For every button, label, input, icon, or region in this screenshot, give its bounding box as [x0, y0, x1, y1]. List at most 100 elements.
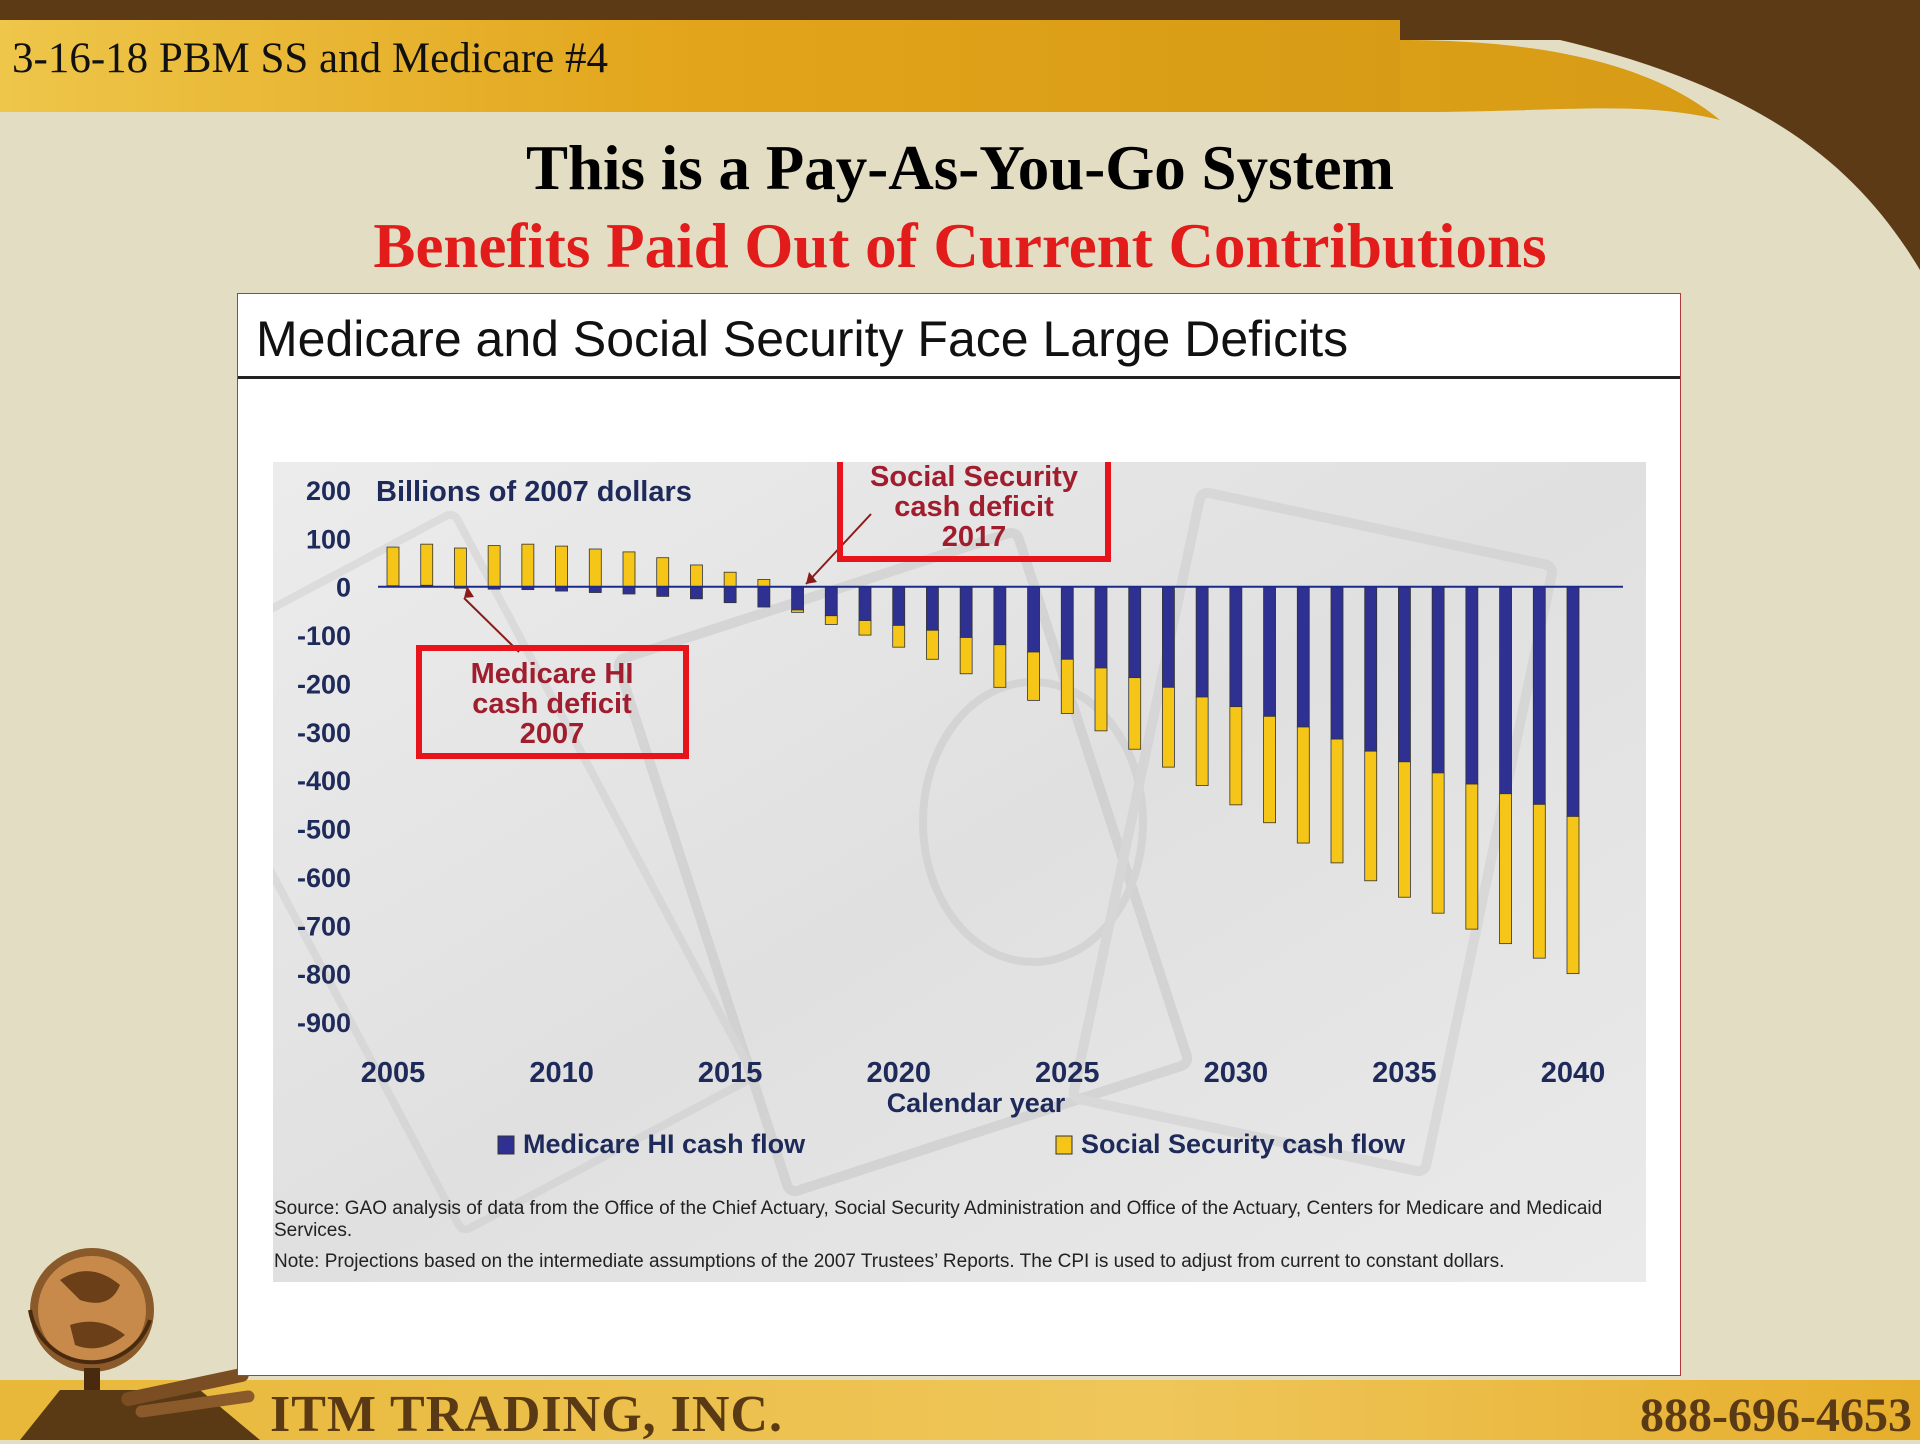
- medicare-bar: [892, 586, 906, 626]
- social-security-bar: [1229, 706, 1243, 806]
- callout-box: [837, 462, 1111, 562]
- y-axis-label: Billions of 2007 dollars: [376, 476, 692, 508]
- y-tick-label: -900: [297, 1008, 351, 1038]
- social-security-bar: [926, 629, 939, 660]
- chart-watermark: [273, 487, 1558, 1234]
- y-tick-label: 100: [306, 524, 351, 554]
- medicare-bar: [926, 586, 939, 631]
- medicare-bar: [1263, 586, 1276, 717]
- callout-arrowhead: [464, 586, 474, 598]
- social-security-bar: [824, 615, 838, 625]
- y-tick-label: -600: [297, 863, 351, 893]
- social-security-bar: [1465, 783, 1479, 930]
- social-security-bar: [588, 548, 602, 588]
- social-security-bar: [892, 625, 906, 648]
- medicare-bar: [1128, 586, 1142, 679]
- deficit-chart: 200 100 0 -100 -200 -300 -400 -500 -600 -700 -800 -…: [273, 462, 1646, 1282]
- social-security-bar: [1532, 803, 1546, 959]
- x-tick-label: 2040: [1541, 1057, 1606, 1089]
- social-security-bar: [656, 557, 670, 588]
- legend-label: Medicare HI cash flow: [523, 1129, 806, 1159]
- y-tick-label: -100: [297, 621, 351, 651]
- social-security-bar: [1094, 667, 1108, 732]
- medicare-bar: [1027, 586, 1040, 653]
- social-security-bar: [858, 620, 872, 636]
- medicare-bar: [622, 586, 636, 595]
- medicare-bar: [1532, 586, 1546, 805]
- x-tick-label: 2010: [529, 1057, 594, 1089]
- social-security-bar: [1195, 696, 1209, 786]
- social-security-bar: [1162, 686, 1175, 768]
- medicare-bar: [1431, 586, 1445, 774]
- medicare-bar: [1162, 586, 1175, 688]
- social-security-bar: [757, 579, 771, 588]
- medicare-bar: [1499, 586, 1512, 795]
- panel-title-divider: [238, 376, 1680, 379]
- medicare-bar: [1296, 586, 1310, 728]
- social-security-bar: [791, 609, 804, 613]
- x-tick-label: 2030: [1204, 1057, 1269, 1089]
- medicare-bar: [690, 586, 703, 600]
- y-tick-label: -400: [297, 766, 351, 796]
- y-tick-label: -700: [297, 911, 351, 941]
- social-security-bar: [1027, 651, 1040, 701]
- social-security-bar: [1263, 715, 1276, 824]
- medicare-bar: [858, 586, 872, 621]
- social-security-bar: [454, 547, 467, 588]
- y-tick-label: -800: [297, 960, 351, 990]
- medicare-bar: [1060, 586, 1074, 660]
- medicare-bar: [1566, 586, 1580, 817]
- medicare-bar: [1465, 586, 1479, 785]
- social-security-bar: [1330, 738, 1344, 864]
- medicare-bar: [824, 586, 838, 617]
- legend-swatch: [1055, 1135, 1073, 1155]
- legend-label: Social Security cash flow: [1081, 1129, 1406, 1159]
- y-axis: 200 100 0 -100 -200 -300 -400 -500 -600 -700 -800 -…: [297, 476, 351, 1038]
- social-security-bar: [521, 543, 535, 588]
- globe-logo: [20, 1248, 260, 1440]
- medicare-bar: [1364, 586, 1378, 752]
- callout-arrow: [463, 597, 520, 653]
- x-axis-label: Calendar year: [887, 1088, 1066, 1118]
- x-tick-label: 2020: [866, 1057, 931, 1089]
- chart-legend: Medicare HI cash flow Social Security cas…: [497, 1129, 1406, 1159]
- social-security-bar: [993, 644, 1007, 688]
- callout-text: cash deficit: [472, 688, 632, 720]
- social-security-bar: [723, 571, 737, 588]
- social-security-bar: [1431, 772, 1445, 914]
- slide-subtitle: Benefits Paid Out of Current Contributio…: [373, 211, 1547, 281]
- medicare-bar: [723, 586, 737, 604]
- x-tick-label: 2035: [1372, 1057, 1437, 1089]
- medicare-bar: [656, 586, 670, 597]
- callout-text: 2017: [942, 521, 1007, 553]
- x-axis: 2005 2010 2015 2020 2025 2030 2035 2040: [361, 1057, 1606, 1089]
- social-security-bar: [622, 551, 636, 588]
- company-name: ITM TRADING, INC.: [270, 1386, 783, 1443]
- chart-bars: [386, 543, 1580, 975]
- y-tick-label: 200: [306, 476, 351, 506]
- medicare-bar: [1330, 586, 1344, 740]
- medicare-bar: [959, 586, 973, 638]
- slide-label: 3-16-18 PBM SS and Medicare #4: [12, 35, 608, 82]
- social-security-bar: [1296, 726, 1310, 844]
- social-security-bar: [690, 564, 703, 588]
- medicare-bar: [791, 586, 804, 611]
- phone-number: 888-696-4653: [1640, 1389, 1912, 1442]
- legend-swatch: [497, 1135, 515, 1155]
- medicare-bar: [1094, 586, 1108, 669]
- method-note: Note: Projections based on the intermedi…: [274, 1251, 1505, 1272]
- social-security-bar: [487, 545, 501, 588]
- medicare-bar: [1398, 586, 1411, 763]
- callout-text: Social Security: [870, 462, 1078, 493]
- slide-title: This is a Pay-As-You-Go System: [525, 133, 1395, 203]
- callout-text: cash deficit: [894, 491, 1054, 523]
- x-tick-label: 2005: [361, 1057, 426, 1089]
- callout-text: Medicare HI: [471, 658, 634, 690]
- medicare-bar: [993, 586, 1007, 646]
- social-security-bar: [1060, 658, 1074, 714]
- y-tick-label: -300: [297, 718, 351, 748]
- y-tick-label: -500: [297, 815, 351, 845]
- social-security-bar: [1566, 816, 1580, 975]
- callout-arrowhead: [806, 572, 817, 584]
